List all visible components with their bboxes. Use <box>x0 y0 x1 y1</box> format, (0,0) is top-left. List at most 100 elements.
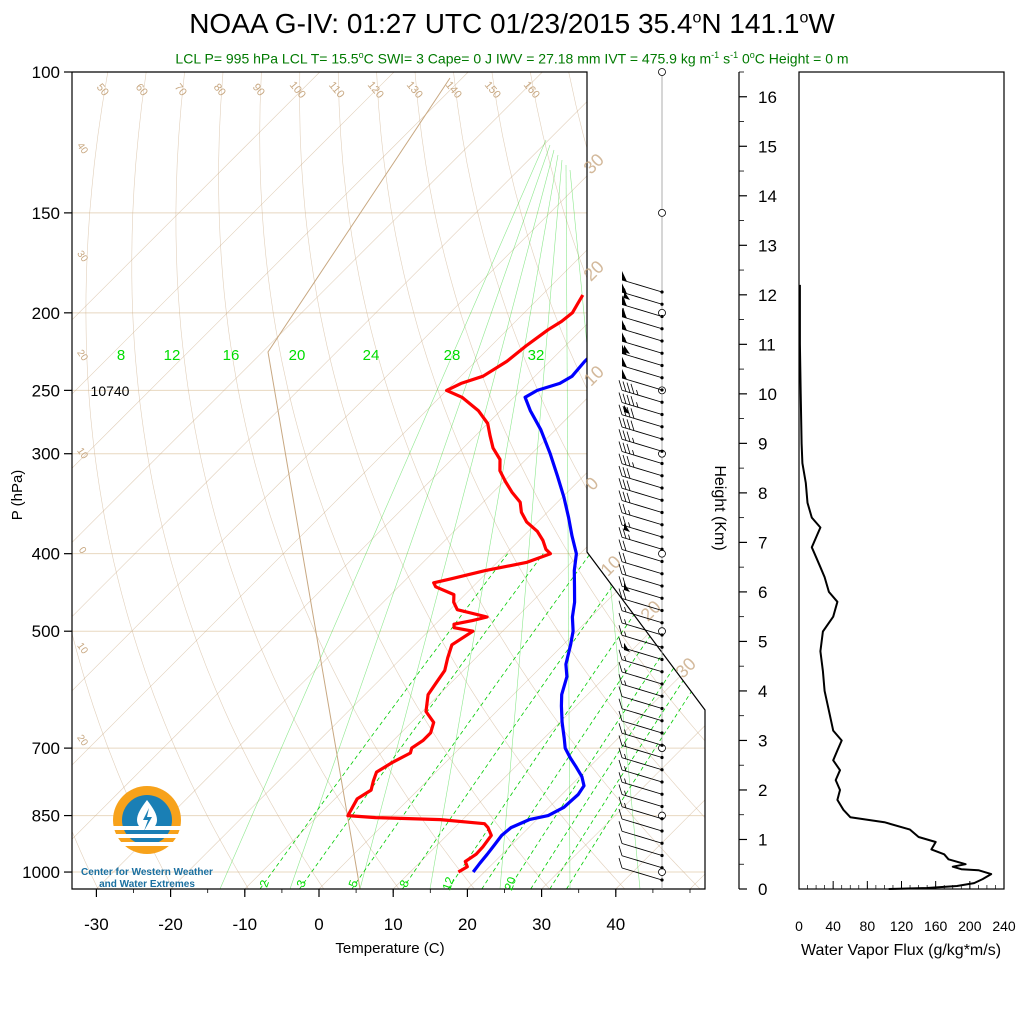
wind-barb <box>621 402 663 415</box>
temperature-tick-label: 40 <box>606 915 625 934</box>
barb-half-flag <box>624 288 627 294</box>
dry-adiabat-line <box>453 72 705 889</box>
wind-barb <box>621 745 663 758</box>
barb-half-flag <box>628 510 631 516</box>
dry-adiabat-line <box>838 72 1024 889</box>
dry-adiabat-line <box>761 72 1024 889</box>
mixing-ratio-line <box>299 553 544 889</box>
barb-flag <box>618 612 623 624</box>
barb-half-flag <box>632 437 635 443</box>
barb-flag <box>618 808 623 820</box>
barb-flag <box>622 479 627 490</box>
dry-adiabat-line <box>799 72 1024 889</box>
y-axis-label: P (hPa) <box>9 470 26 521</box>
moist-adiabat-line <box>219 139 547 889</box>
barb-flag <box>618 490 623 501</box>
mixing-ratio-label-bottom: 5 <box>346 878 362 889</box>
barb-flag <box>618 710 623 722</box>
mixing-ratio-line <box>481 553 705 889</box>
barb-flag <box>618 723 623 734</box>
isotherm-label-right: 10 <box>580 362 608 390</box>
dry-adiabat-line <box>337 72 701 889</box>
calm-circle <box>658 208 666 217</box>
barb-flag <box>618 857 623 869</box>
barb-pennant <box>624 643 630 652</box>
dry-adiabat-line <box>299 72 625 889</box>
barb-flag <box>626 443 631 455</box>
barb-half-flag <box>624 337 627 343</box>
wvf-frame <box>798 71 1005 890</box>
height-tick-label: 14 <box>758 187 777 206</box>
barb-flag <box>618 478 623 489</box>
wind-barb <box>621 524 663 538</box>
barb-flag <box>618 429 623 440</box>
mixing-ratio-line <box>508 553 705 889</box>
wind-barb <box>621 328 663 342</box>
barb-flag <box>618 674 623 685</box>
barb-flag <box>622 393 627 404</box>
wvf-tick-label: 0 <box>795 918 803 934</box>
calm-circle <box>658 549 666 558</box>
moist-adiabat-line <box>289 144 551 889</box>
barb-flag <box>618 759 623 771</box>
barb-pennant <box>624 583 630 592</box>
wind-barb <box>621 696 663 709</box>
wvf-tick-label: 40 <box>825 918 841 934</box>
isotherm-label-right: 30 <box>672 654 700 682</box>
dry-adiabat-line <box>175 72 400 889</box>
wvf-tick-label: 160 <box>924 918 948 934</box>
barb-flag <box>618 465 623 477</box>
barb-half-flag <box>632 449 635 456</box>
barb-half-flag <box>624 741 627 747</box>
wind-barb <box>621 830 663 844</box>
wind-barb <box>621 683 663 697</box>
wind-barb <box>621 806 663 820</box>
barb-flag <box>622 454 627 466</box>
barb-half-flag <box>632 462 635 468</box>
wind-barb <box>621 585 663 599</box>
wind-barb <box>621 512 663 526</box>
dry-adiabat-line <box>683 72 705 889</box>
barb-flag <box>622 467 627 478</box>
mixing-ratio-label-top: 12 <box>164 347 181 364</box>
barb-pennant <box>622 271 627 282</box>
logo-text-line1: Center for Western Weather <box>81 867 213 878</box>
dry-adiabat-line <box>606 72 705 889</box>
barb-pennant <box>624 291 630 300</box>
adiabat-label: 100 <box>287 79 308 101</box>
adiabat-label: 160 <box>521 79 542 101</box>
wind-barb <box>621 377 663 391</box>
moist-adiabat-line <box>569 169 641 889</box>
barb-flag <box>622 430 627 441</box>
wind-barb <box>621 304 663 317</box>
isotherm-line <box>72 72 705 889</box>
barb-flag <box>618 551 623 562</box>
barb-flag <box>626 382 631 393</box>
temperature-tick-label: 20 <box>458 915 477 934</box>
barb-flag <box>618 404 623 415</box>
barb-flag <box>622 503 627 515</box>
dry-adiabat-line <box>530 72 705 889</box>
temperature-curve <box>471 294 648 873</box>
barb-flag <box>630 383 635 394</box>
skewt-labels: 50 60 70 80 90 100 110 120 130 140 150 160403020100… <box>74 79 700 892</box>
isotherm-line <box>72 72 705 889</box>
barb-half-flag <box>624 631 627 637</box>
reference-line <box>267 77 451 889</box>
wind-barb <box>621 561 663 575</box>
height-tick-label: 13 <box>758 236 777 255</box>
barb-half-flag <box>624 325 627 331</box>
barb-half-flag <box>628 522 631 528</box>
wind-barb <box>621 549 663 562</box>
mixing-ratio-line <box>402 553 636 889</box>
pressure-tick-label: 200 <box>32 304 60 323</box>
barb-flag <box>618 833 623 844</box>
wvf-axis-label: Water Vapor Flux (g/kg*m/s) <box>801 942 1001 959</box>
wind-barb <box>621 365 663 379</box>
wind-barb <box>621 340 663 354</box>
height-tick-label: 3 <box>758 731 767 750</box>
adiabat-label: 110 <box>326 79 346 100</box>
barb-half-flag <box>624 802 627 809</box>
